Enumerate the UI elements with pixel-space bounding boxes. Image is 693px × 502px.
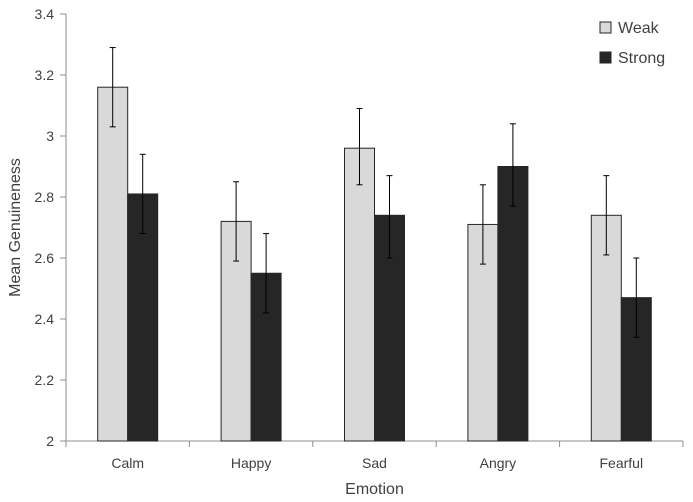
y-tick-label: 2.6 bbox=[35, 250, 55, 266]
x-tick-label: Calm bbox=[111, 455, 144, 471]
y-tick-label: 2 bbox=[46, 433, 54, 449]
legend-swatch-weak bbox=[599, 21, 612, 34]
x-tick-label: Sad bbox=[362, 455, 387, 471]
bar-weak-calm bbox=[97, 86, 129, 442]
x-tick-label: Happy bbox=[231, 455, 271, 471]
bar-weak-sad bbox=[344, 147, 375, 442]
x-tick-label: Angry bbox=[480, 455, 517, 471]
legend-label-strong: Strong bbox=[618, 50, 665, 67]
bar-strong-calm bbox=[127, 193, 159, 442]
y-tick-label: 2.8 bbox=[35, 189, 55, 205]
legend-label-weak: Weak bbox=[618, 20, 660, 37]
y-axis-title: Mean Genuineness bbox=[7, 158, 24, 297]
y-tick-label: 3.2 bbox=[35, 67, 55, 83]
legend-swatch-strong bbox=[599, 51, 612, 64]
x-tick-label: Fearful bbox=[600, 455, 644, 471]
y-tick-label: 2.2 bbox=[35, 372, 55, 388]
bar-strong-angry bbox=[497, 166, 529, 442]
bar-strong-happy bbox=[250, 272, 282, 442]
y-tick-label: 3.4 bbox=[35, 6, 55, 22]
y-tick-label: 2.4 bbox=[35, 311, 55, 327]
y-tick-label: 3 bbox=[46, 128, 54, 144]
x-axis-title: Emotion bbox=[345, 481, 404, 498]
